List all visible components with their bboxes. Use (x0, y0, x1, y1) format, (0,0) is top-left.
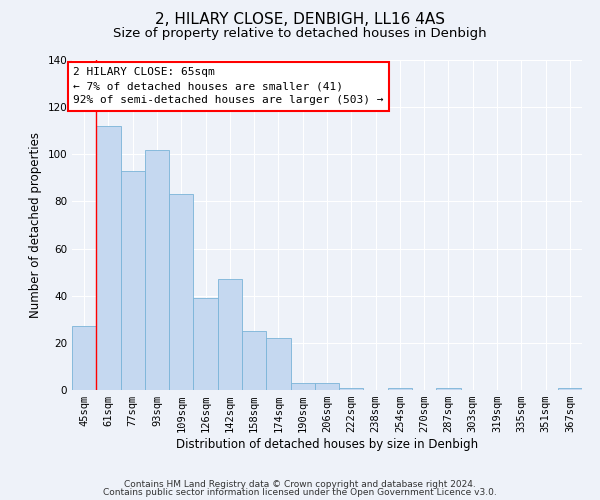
Bar (558, 388, 582, 390)
Bar (315, 383, 339, 390)
Text: Size of property relative to detached houses in Denbigh: Size of property relative to detached ho… (113, 28, 487, 40)
Bar (121, 171, 145, 390)
Bar (242, 331, 266, 390)
Text: Contains public sector information licensed under the Open Government Licence v3: Contains public sector information licen… (103, 488, 497, 497)
Bar (169, 194, 193, 390)
Bar (218, 279, 242, 390)
Bar (72, 326, 96, 390)
Text: 2 HILARY CLOSE: 65sqm
← 7% of detached houses are smaller (41)
92% of semi-detac: 2 HILARY CLOSE: 65sqm ← 7% of detached h… (73, 67, 384, 105)
Bar (290, 383, 315, 390)
Bar (266, 338, 290, 390)
Bar (145, 150, 169, 390)
Y-axis label: Number of detached properties: Number of detached properties (29, 132, 42, 318)
Bar (193, 298, 218, 390)
Bar (96, 126, 121, 390)
Bar (339, 388, 364, 390)
Text: Contains HM Land Registry data © Crown copyright and database right 2024.: Contains HM Land Registry data © Crown c… (124, 480, 476, 489)
Text: 2, HILARY CLOSE, DENBIGH, LL16 4AS: 2, HILARY CLOSE, DENBIGH, LL16 4AS (155, 12, 445, 28)
Bar (388, 388, 412, 390)
X-axis label: Distribution of detached houses by size in Denbigh: Distribution of detached houses by size … (176, 438, 478, 451)
Bar (436, 388, 461, 390)
